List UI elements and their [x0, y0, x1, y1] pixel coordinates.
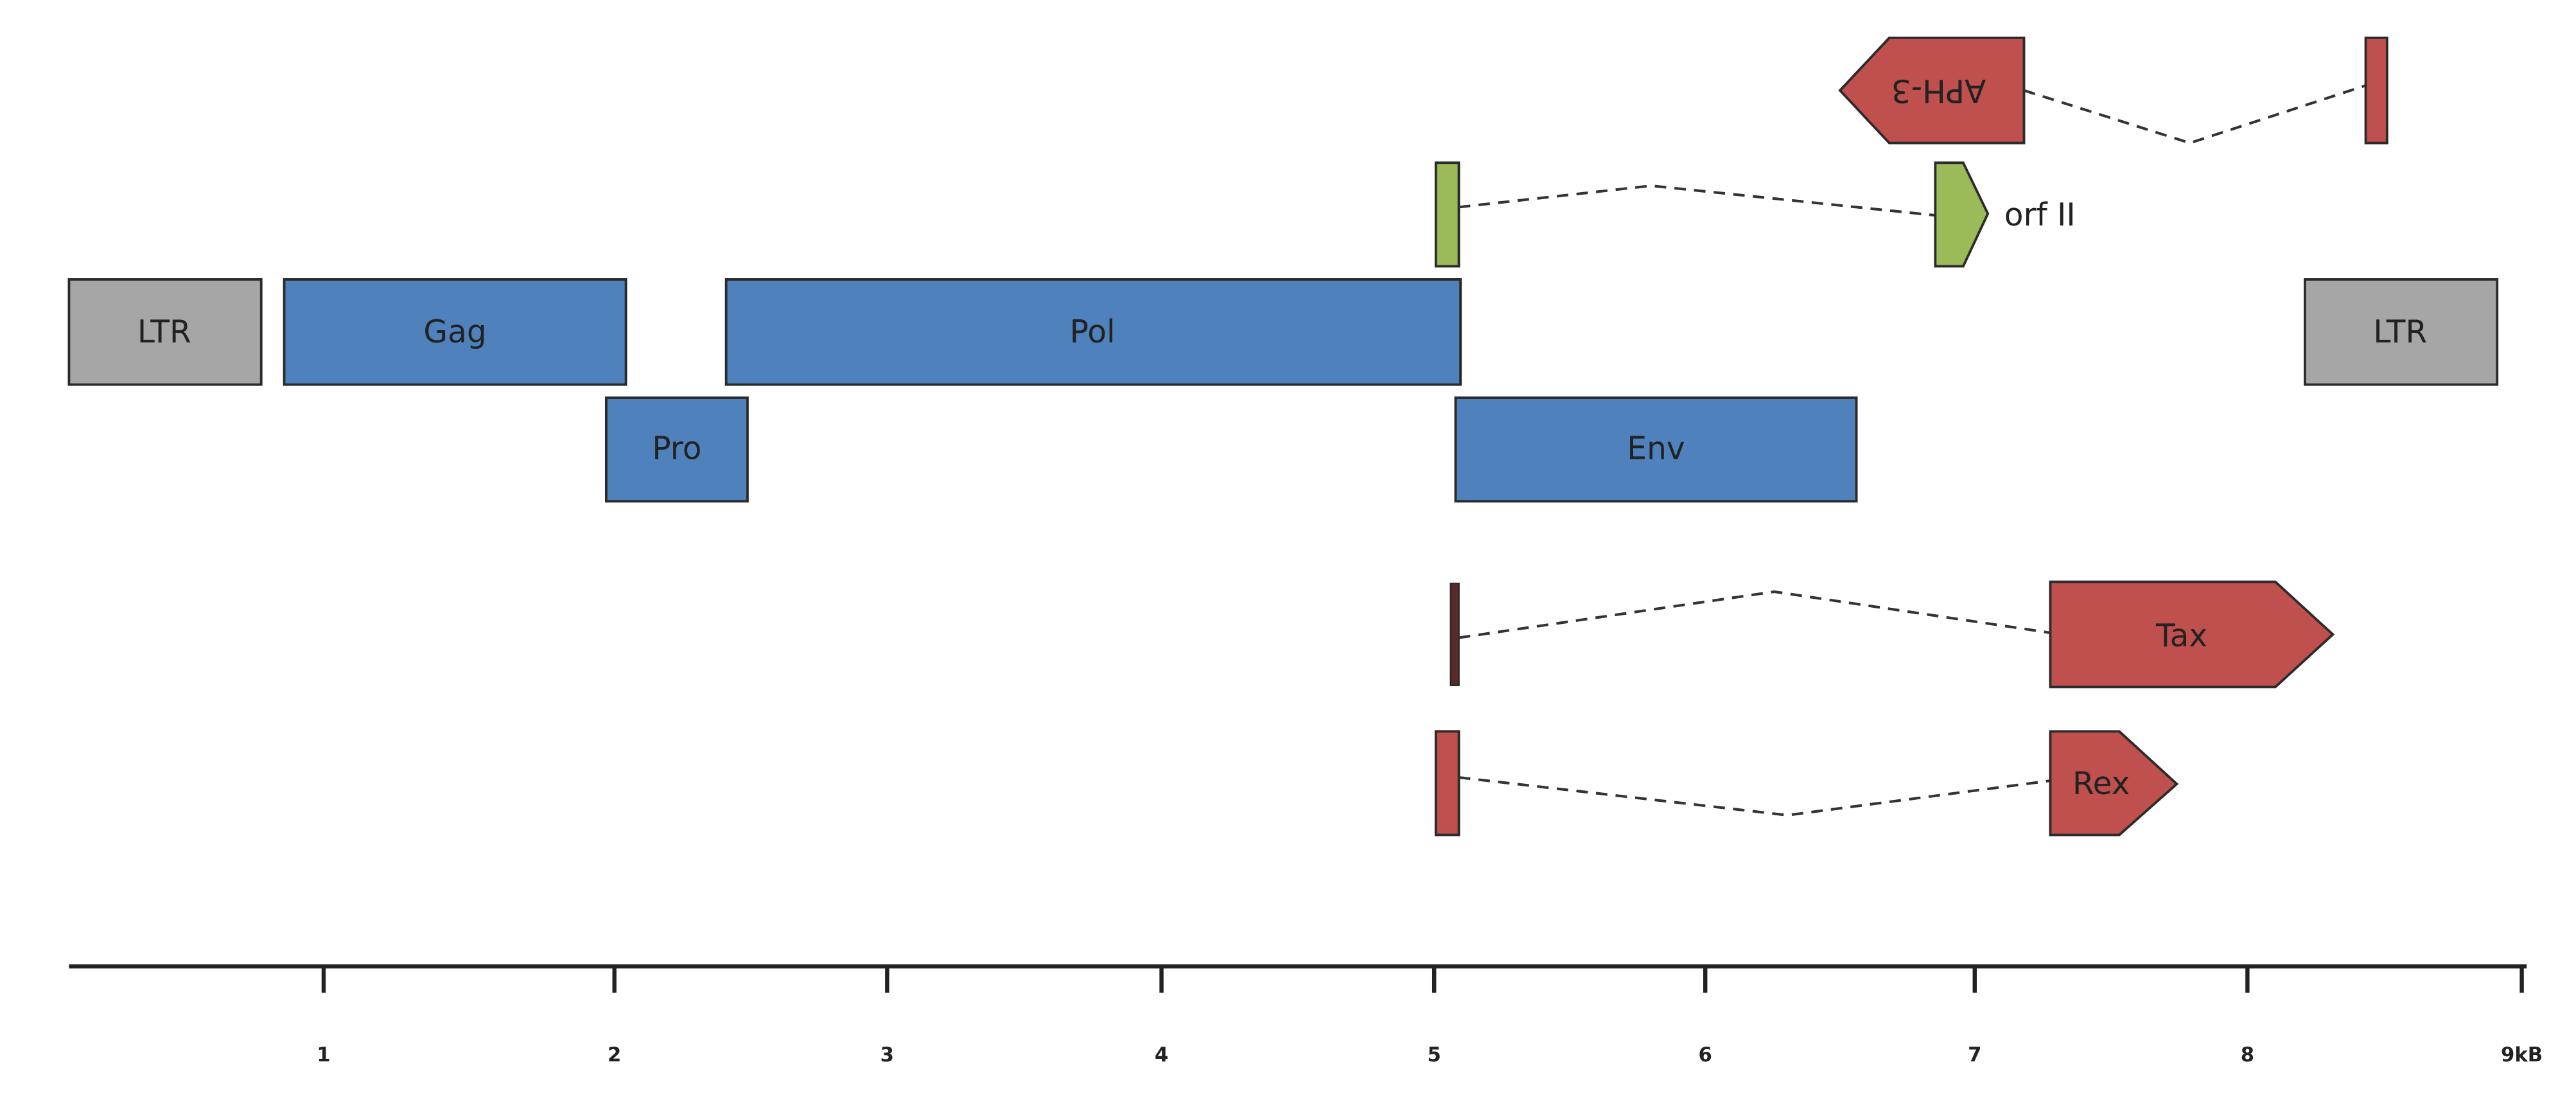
aph3-exon [2364, 36, 2388, 145]
pro [604, 396, 749, 503]
pol [724, 278, 1462, 386]
splice-line [1459, 590, 2051, 639]
ltr-label: LTR [137, 314, 191, 350]
pol-label: Pol [1070, 314, 1116, 350]
tax-exon [1450, 582, 1460, 687]
rex-label: Rex [2072, 766, 2130, 802]
rex-exon [2049, 730, 2179, 837]
aph3-label: APH-3 [1891, 73, 1986, 109]
splice-line [1459, 184, 1936, 217]
tax-exon [2049, 580, 2335, 689]
tick-label: 6 [1699, 1044, 1712, 1067]
pro-label: Pro [652, 430, 701, 466]
tick-label: 7 [1968, 1044, 1981, 1067]
orf2-exon [1934, 161, 1990, 268]
orf2-label: orf II [2004, 197, 2076, 233]
env-label: Env [1627, 430, 1685, 466]
tick-label: 5 [1427, 1044, 1441, 1067]
gag [283, 278, 627, 386]
gag-label: Gag [423, 314, 486, 350]
tick-label: 8 [2241, 1044, 2254, 1067]
axis-ticks: 1 2 3 4 5 6 7 8 9kB [317, 966, 2543, 1067]
splice-line [1459, 775, 2051, 817]
ltr-5 [67, 278, 263, 386]
tick-label: 4 [1155, 1044, 1168, 1067]
tick-label: 1 [317, 1044, 330, 1067]
rex-exon [1434, 730, 1460, 837]
tick-label: 9kB [2501, 1044, 2543, 1067]
tax-label: Tax [2155, 618, 2207, 654]
splice-line [2023, 84, 2367, 145]
tick-label: 3 [881, 1044, 894, 1067]
ltr-3 [2304, 278, 2499, 386]
env [1454, 396, 1858, 503]
orf2-exon [1434, 161, 1460, 268]
tick-label: 2 [608, 1044, 621, 1067]
ltr-label: LTR [2373, 314, 2427, 350]
